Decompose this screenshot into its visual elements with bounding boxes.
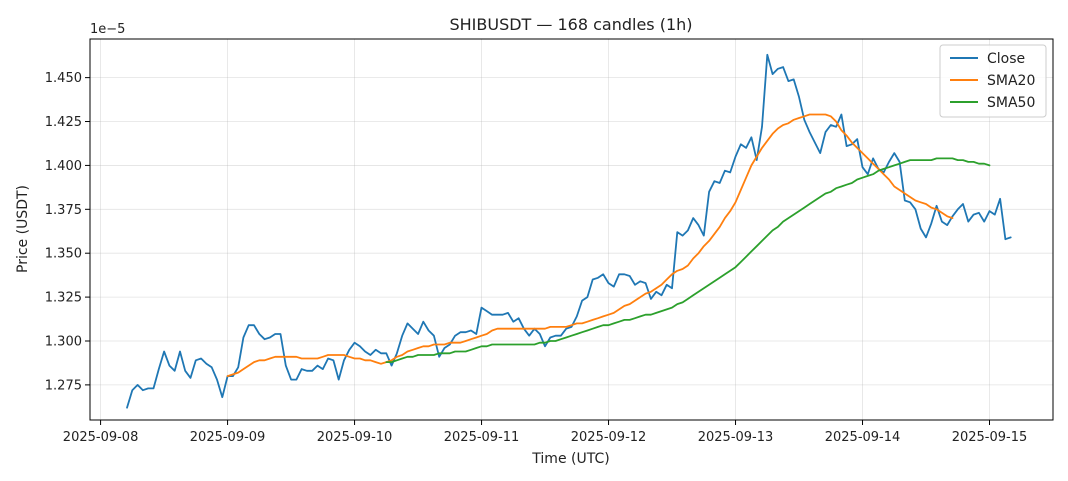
series-line-close	[126, 53, 1012, 409]
y-tick-label: 1.450	[45, 71, 82, 86]
legend: Close SMA20 SMA50	[939, 44, 1047, 118]
y-tick-label: 1.300	[45, 334, 82, 349]
legend-label-sma50: SMA50	[987, 95, 1035, 111]
x-tick-label: 2025-09-14	[825, 430, 901, 445]
series-layer	[126, 53, 1012, 409]
y-tick-label: 1.275	[45, 378, 82, 393]
x-tick-label: 2025-09-10	[317, 430, 393, 445]
plot-frame	[89, 38, 1054, 421]
x-tick-label: 2025-09-08	[63, 430, 139, 445]
y-tick-label: 1.325	[45, 291, 82, 306]
x-tick-label: 2025-09-13	[698, 430, 774, 445]
x-tick-label: 2025-09-09	[190, 430, 266, 445]
chart-title: SHIBUSDT — 168 candles (1h)	[449, 15, 692, 34]
series-line-sma20	[226, 113, 954, 378]
legend-box	[939, 44, 1047, 118]
y-tick-label: 1.425	[45, 115, 82, 130]
y-axis-title: Price (USDT)	[15, 185, 31, 273]
y-tick-label: 1.375	[45, 203, 82, 218]
x-tick-label: 2025-09-11	[444, 430, 520, 445]
x-axis: 2025-09-08 2025-09-09 2025-09-10 2025-09-11…	[63, 420, 1027, 445]
y-axis-multiplier: 1e−5	[90, 22, 125, 37]
legend-label-sma20: SMA20	[987, 73, 1035, 89]
y-tick-label: 1.400	[45, 159, 82, 174]
x-tick-label: 2025-09-15	[952, 430, 1028, 445]
x-axis-title: Time (UTC)	[531, 451, 609, 467]
series-line-sma50	[385, 157, 991, 364]
x-tick-label: 2025-09-12	[571, 430, 647, 445]
legend-label-close: Close	[987, 51, 1025, 67]
y-tick-label: 1.350	[45, 247, 82, 262]
y-axis: 1.275 1.300 1.325 1.350 1.375 1.400 1.425 1.450	[45, 71, 90, 393]
